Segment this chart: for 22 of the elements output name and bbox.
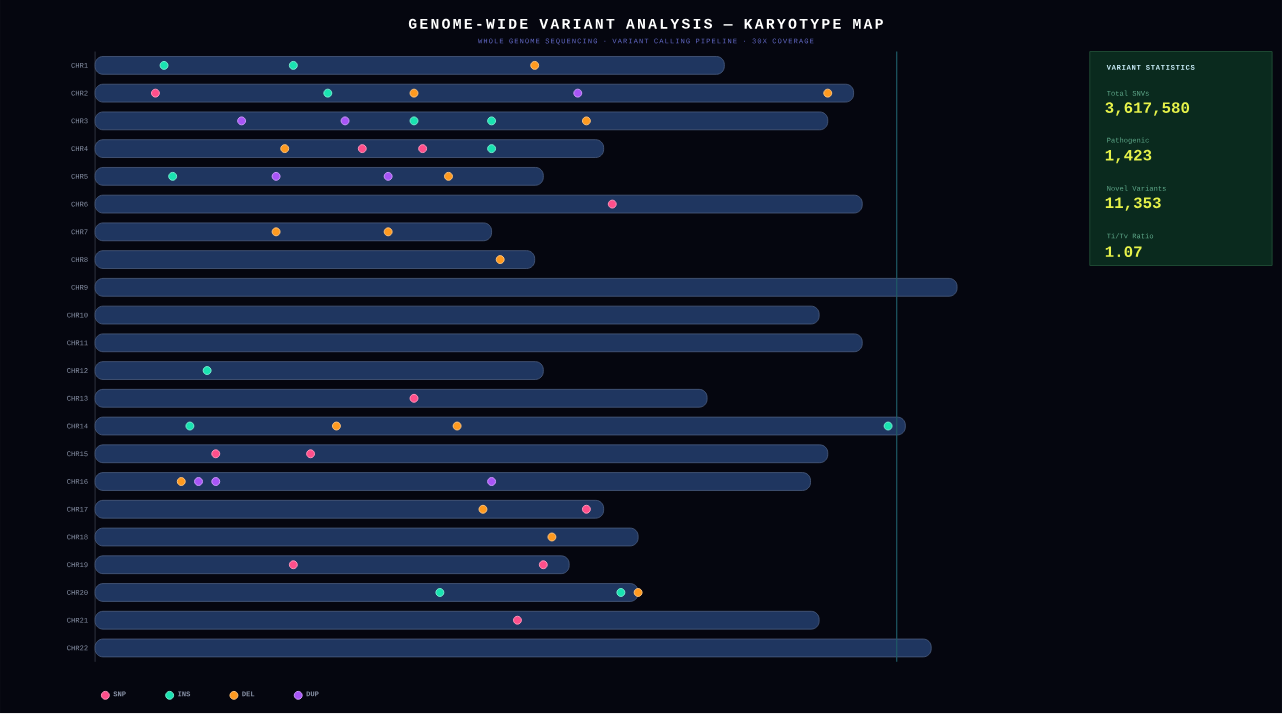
bar [94,306,820,325]
bar [94,139,605,159]
bar [94,222,492,242]
bar [94,333,863,353]
bar [94,389,708,408]
bar [94,84,855,103]
bar [94,278,958,297]
bar [94,638,932,658]
bar [94,444,829,464]
bar [94,555,570,575]
bar [94,250,536,270]
bar [94,361,544,381]
bar [94,195,863,214]
bar [94,500,605,519]
bar [94,583,639,603]
bar [94,111,829,131]
bar [94,167,544,186]
bar [94,56,725,76]
bar [94,472,811,492]
bar [94,611,820,630]
bar [94,527,639,547]
bar [94,417,906,436]
